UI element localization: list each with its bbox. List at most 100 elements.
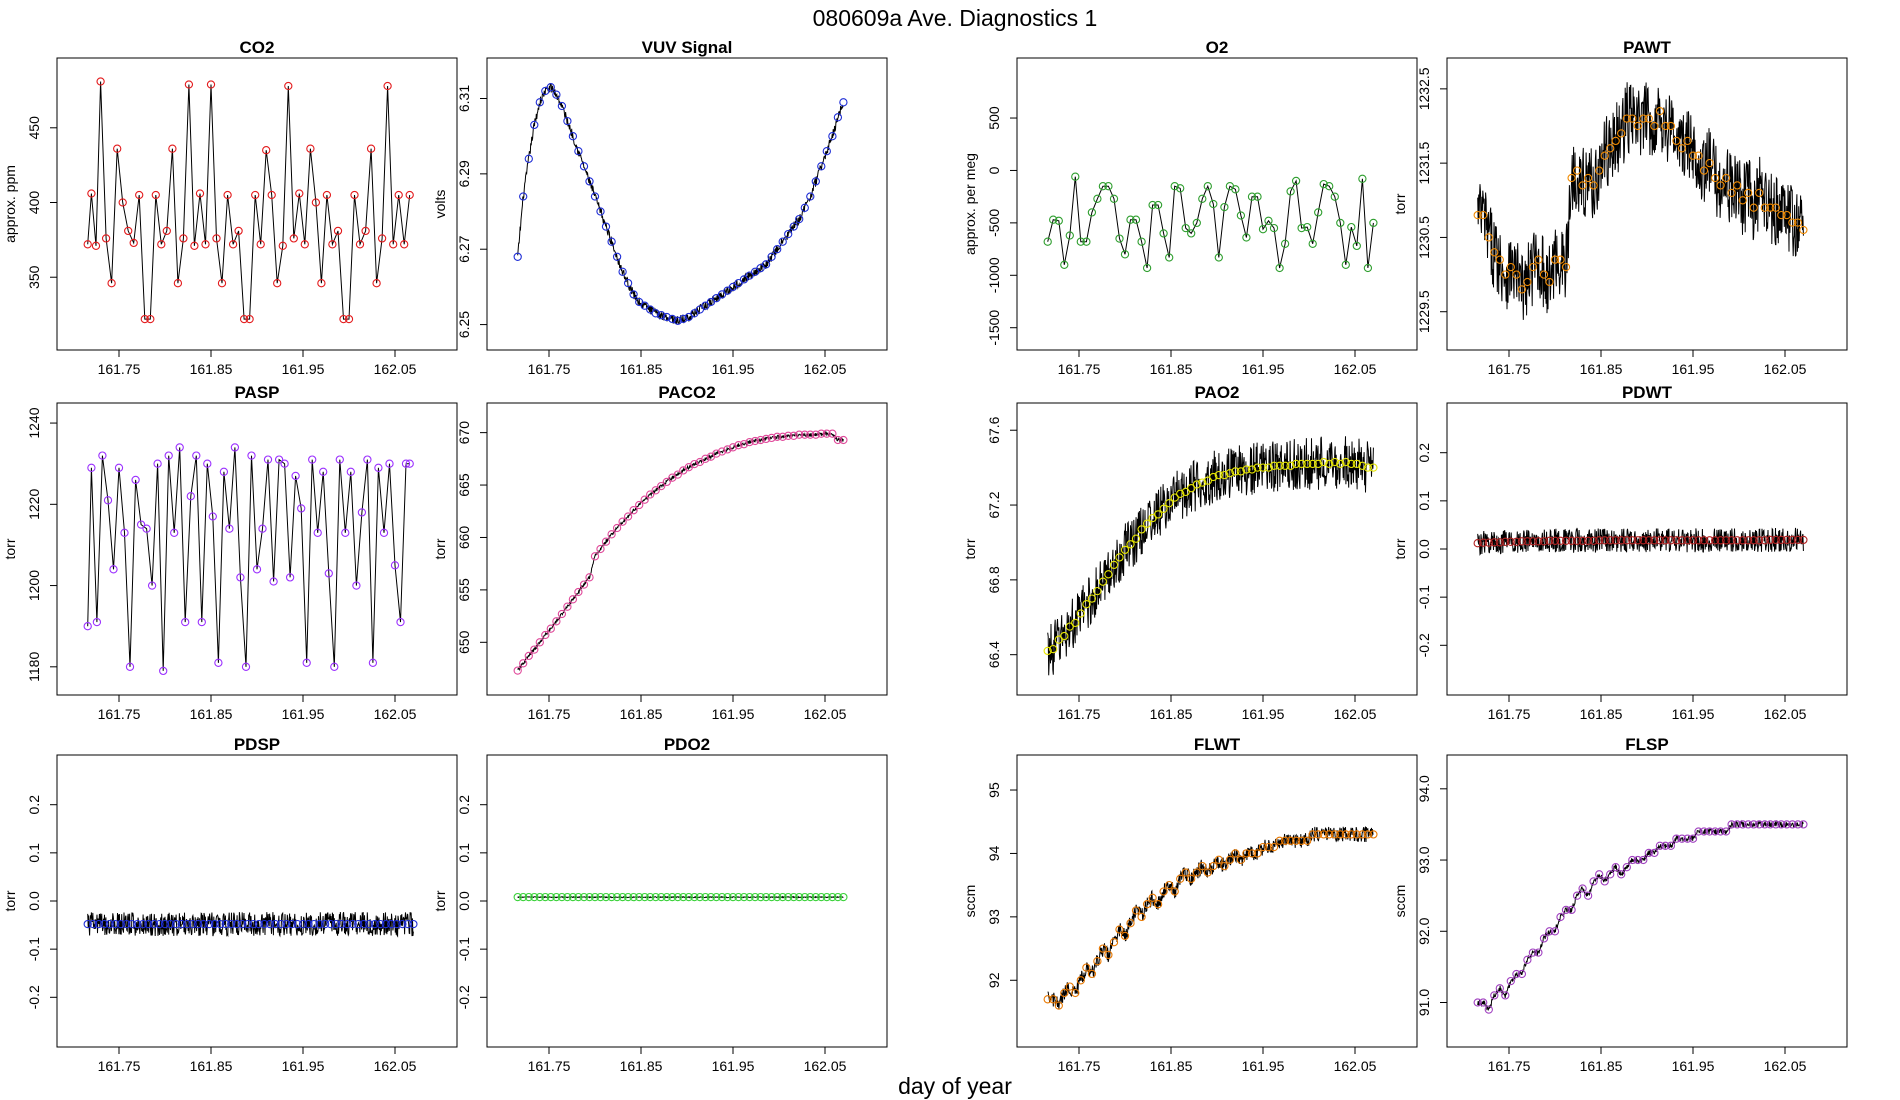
data-point xyxy=(1721,827,1731,836)
y-axis-label: torr xyxy=(432,890,448,911)
data-point xyxy=(1071,618,1080,628)
data-point xyxy=(1694,827,1703,836)
data-point xyxy=(1479,210,1488,220)
data-point xyxy=(1187,229,1196,238)
data-point xyxy=(83,919,92,929)
data-point xyxy=(1275,461,1284,470)
data-point xyxy=(1556,536,1565,545)
data-point xyxy=(177,919,186,929)
data-point xyxy=(1242,849,1251,858)
data-point xyxy=(1644,536,1653,545)
data-point xyxy=(401,459,411,468)
data-point xyxy=(767,433,776,443)
data-point xyxy=(784,431,793,440)
data-point xyxy=(756,263,765,273)
data-point xyxy=(817,162,826,171)
data-point xyxy=(201,240,210,249)
data-point xyxy=(1181,487,1190,497)
data-point xyxy=(1369,463,1378,472)
x-tick-label: 161.85 xyxy=(1150,1058,1193,1074)
data-point xyxy=(1793,820,1803,829)
series-pasp xyxy=(83,443,414,676)
data-point xyxy=(135,190,144,200)
data-point xyxy=(241,662,251,671)
y-tick-label: 91.0 xyxy=(1416,989,1432,1016)
panel-title: PAWT xyxy=(1623,38,1671,57)
data-point xyxy=(767,892,776,902)
data-point xyxy=(1782,535,1791,545)
data-point xyxy=(1198,861,1207,871)
data-point xyxy=(348,919,357,929)
data-point xyxy=(800,203,809,212)
data-point xyxy=(1258,225,1268,234)
data-point xyxy=(761,434,771,444)
y-axis-label: volts xyxy=(432,190,448,219)
data-point xyxy=(181,617,190,627)
data-point xyxy=(761,260,771,269)
data-point xyxy=(295,189,304,198)
data-point xyxy=(1291,176,1301,186)
panel-title: PAO2 xyxy=(1194,383,1239,402)
data-point xyxy=(96,77,105,86)
y-tick-label: -1500 xyxy=(986,310,1002,346)
x-tick-label: 162.05 xyxy=(1764,361,1807,377)
data-point xyxy=(1165,499,1174,508)
data-point xyxy=(546,83,555,92)
data-point xyxy=(359,919,368,929)
data-point xyxy=(1595,166,1604,175)
x-tick-label: 161.85 xyxy=(620,361,663,377)
data-point xyxy=(238,919,247,929)
data-point xyxy=(1545,277,1554,287)
data-point xyxy=(1567,173,1576,183)
data-point xyxy=(1523,277,1532,287)
data-point xyxy=(800,892,809,902)
data-point xyxy=(1777,535,1786,545)
raw-trace-line xyxy=(1477,819,1804,1012)
data-point xyxy=(1187,874,1196,883)
data-point xyxy=(214,658,223,667)
data-point xyxy=(1363,830,1373,839)
data-point xyxy=(1495,984,1504,993)
y-tick-label: 0.1 xyxy=(26,843,42,863)
y-tick-label: -0.2 xyxy=(1416,633,1432,657)
x-tick-label: 161.85 xyxy=(1150,361,1193,377)
data-point xyxy=(618,267,627,276)
series-flsp xyxy=(1473,819,1808,1014)
data-point xyxy=(149,919,159,929)
data-point xyxy=(116,919,125,929)
data-point xyxy=(142,524,151,533)
data-point xyxy=(175,443,184,452)
data-point xyxy=(315,919,324,929)
y-tick-label: 92.0 xyxy=(1416,917,1432,944)
data-point xyxy=(263,455,273,464)
data-point xyxy=(1771,203,1780,212)
data-point xyxy=(352,581,361,590)
data-point xyxy=(1617,870,1626,879)
data-point xyxy=(568,595,578,604)
data-point xyxy=(1777,820,1786,829)
y-tick-label: 1200 xyxy=(26,570,42,601)
data-point xyxy=(745,437,754,447)
data-point xyxy=(125,662,135,671)
data-point xyxy=(1501,991,1510,1000)
data-point xyxy=(640,495,649,504)
data-point xyxy=(590,892,600,902)
data-point xyxy=(635,500,644,510)
y-tick-label: 95 xyxy=(986,782,1002,798)
data-point xyxy=(1159,887,1168,896)
data-point xyxy=(337,919,346,929)
data-point xyxy=(1727,820,1736,829)
data-point xyxy=(585,573,594,582)
data-point xyxy=(186,492,195,501)
data-point xyxy=(1583,536,1593,545)
data-point xyxy=(381,919,390,929)
panel-title: VUV Signal xyxy=(642,38,733,57)
data-point xyxy=(1319,179,1328,189)
data-point xyxy=(1490,538,1499,547)
data-point xyxy=(1677,536,1687,545)
data-point xyxy=(1253,849,1262,858)
data-point xyxy=(280,459,289,468)
data-point xyxy=(1049,995,1058,1004)
data-point xyxy=(646,892,655,902)
data-point xyxy=(304,919,313,929)
